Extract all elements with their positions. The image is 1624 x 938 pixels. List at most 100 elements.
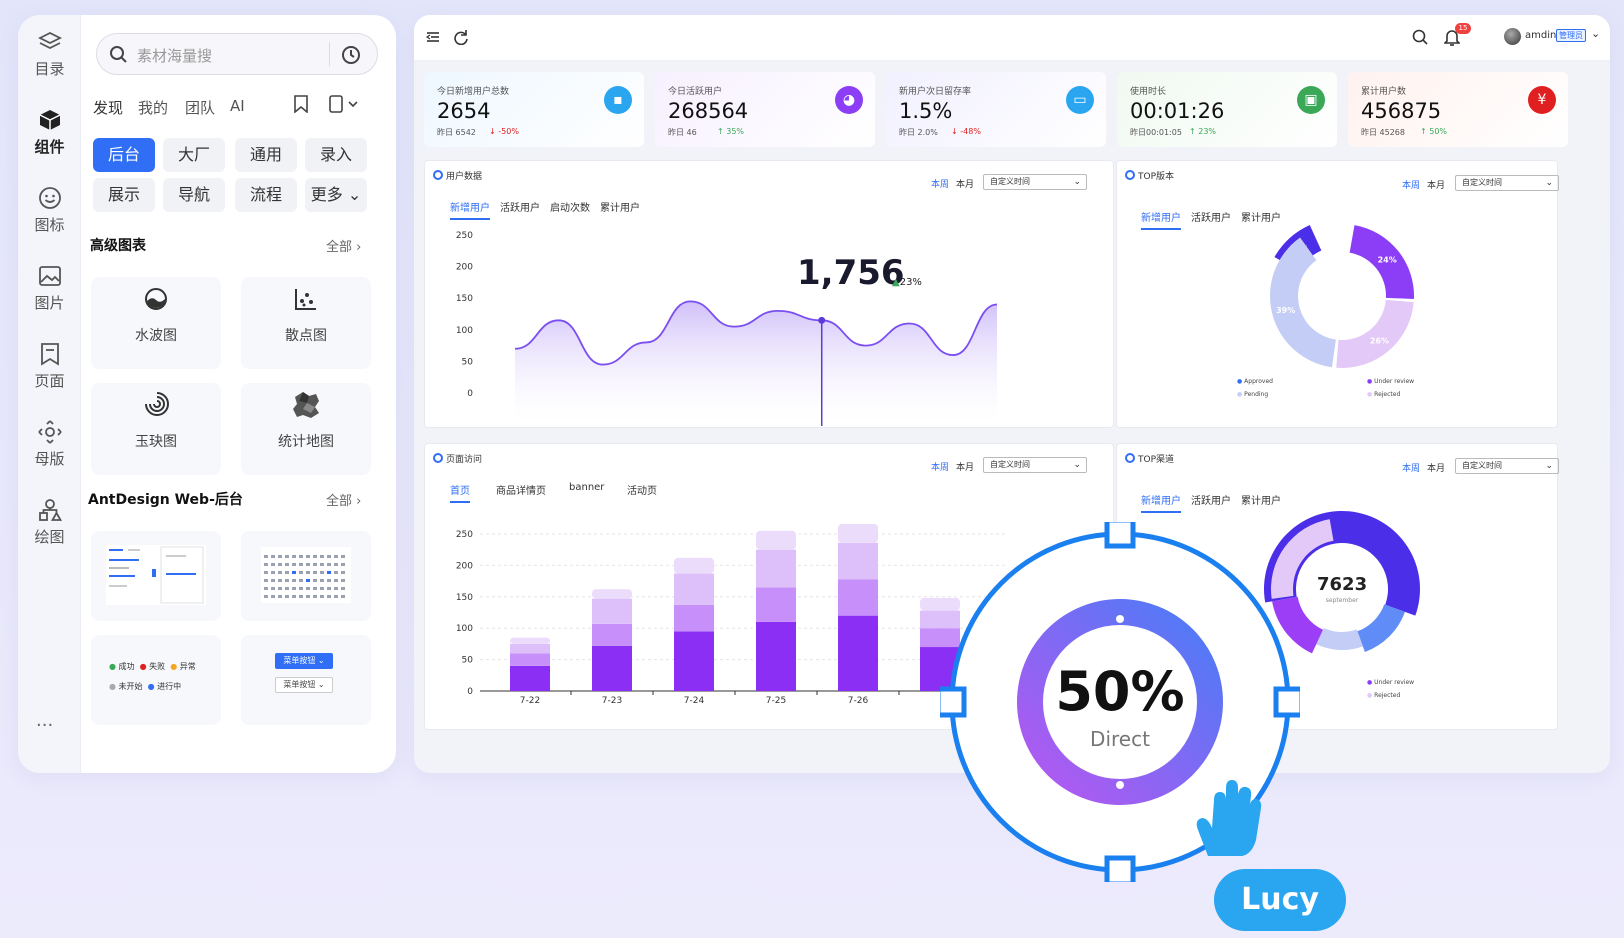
see-all-link[interactable]: 全部 › bbox=[326, 240, 362, 255]
tab-product-detail[interactable]: 商品详情页 bbox=[496, 486, 546, 497]
bar-segment[interactable] bbox=[838, 579, 878, 616]
bar-segment[interactable] bbox=[674, 631, 714, 691]
donut-slice[interactable] bbox=[1270, 237, 1336, 368]
rail-item[interactable]: 组件 bbox=[18, 107, 81, 157]
tab-total-users[interactable]: 累计用户 bbox=[600, 203, 640, 214]
bar-segment[interactable] bbox=[920, 628, 960, 648]
template-thumb-buttons[interactable]: 菜单按钮 ⌄ 菜单按钮 ⌄ bbox=[241, 635, 371, 725]
tab-total-users[interactable]: 累计用户 bbox=[1241, 213, 1281, 224]
category-chip[interactable]: 导航 bbox=[163, 178, 225, 212]
username[interactable]: amdin bbox=[1525, 30, 1557, 41]
tab-banner[interactable]: banner bbox=[569, 482, 605, 493]
range-month[interactable]: 本月 bbox=[956, 463, 975, 473]
range-week[interactable]: 本周 bbox=[1402, 464, 1421, 474]
donut-slice[interactable] bbox=[1336, 299, 1414, 368]
tab-new-users[interactable]: 新增用户 bbox=[450, 199, 490, 220]
bar-segment[interactable] bbox=[756, 549, 796, 588]
bar-segment[interactable] bbox=[674, 573, 714, 605]
tab-home[interactable]: 首页 bbox=[450, 482, 470, 503]
tab-active-users[interactable]: 活跃用户 bbox=[1191, 496, 1231, 507]
resize-handle-right[interactable] bbox=[1273, 686, 1300, 718]
template-thumb-calendar[interactable] bbox=[241, 531, 371, 621]
custom-time-select[interactable]: 自定义时间 ⌄ bbox=[983, 457, 1087, 473]
bar-segment[interactable] bbox=[920, 610, 960, 629]
resize-handle-top[interactable] bbox=[1104, 522, 1136, 549]
bar-segment[interactable] bbox=[838, 523, 878, 543]
resize-handle-left[interactable] bbox=[940, 686, 967, 718]
selected-donut-widget[interactable] bbox=[940, 522, 1300, 882]
bar-segment[interactable] bbox=[510, 643, 550, 654]
chart-card-radial[interactable]: 玉玦图 bbox=[91, 383, 221, 475]
panel-tab[interactable]: AI bbox=[230, 97, 245, 115]
donut-slice[interactable] bbox=[1272, 596, 1323, 654]
see-all-link[interactable]: 全部 › bbox=[326, 494, 362, 509]
range-month[interactable]: 本月 bbox=[956, 180, 975, 190]
bar-segment[interactable] bbox=[756, 621, 796, 691]
bar-segment[interactable] bbox=[510, 637, 550, 644]
tab-active-users[interactable]: 活跃用户 bbox=[500, 203, 540, 214]
donut-slice[interactable] bbox=[1316, 627, 1363, 650]
search-box[interactable]: 素材海量搜 bbox=[96, 33, 378, 75]
chart-card-liquid[interactable]: 水波图 bbox=[91, 277, 221, 369]
bar-segment[interactable] bbox=[674, 557, 714, 574]
rail-item[interactable]: 页面 bbox=[18, 341, 81, 391]
custom-time-select[interactable]: 自定义时间 ⌄ bbox=[983, 174, 1087, 190]
bar-segment[interactable] bbox=[756, 530, 796, 550]
resize-handle-bottom[interactable] bbox=[1104, 855, 1136, 882]
category-chip[interactable]: 更多 ⌄ bbox=[305, 178, 367, 212]
chart-card-scatter[interactable]: 散点图 bbox=[241, 277, 371, 369]
category-chip[interactable]: 录入 bbox=[305, 138, 367, 172]
panel-tab[interactable]: 我的 bbox=[138, 99, 169, 117]
user-dropdown-icon[interactable]: ⌄ bbox=[1591, 27, 1601, 40]
avatar[interactable] bbox=[1504, 28, 1521, 45]
bookmark-icon[interactable] bbox=[293, 95, 309, 113]
bar-segment[interactable] bbox=[920, 598, 960, 611]
bar-segment[interactable] bbox=[592, 645, 632, 691]
category-chip[interactable]: 通用 bbox=[235, 138, 297, 172]
bell-icon[interactable] bbox=[1444, 28, 1460, 46]
bar-segment[interactable] bbox=[510, 653, 550, 666]
search-icon[interactable] bbox=[1412, 29, 1428, 45]
rail-item[interactable]: 目录 bbox=[18, 29, 81, 79]
category-chip[interactable]: 展示 bbox=[93, 178, 155, 212]
bar-segment[interactable] bbox=[592, 598, 632, 624]
history-icon[interactable] bbox=[340, 44, 362, 66]
custom-time-select[interactable]: 自定义时间 ⌄ bbox=[1455, 458, 1559, 474]
tab-total-users[interactable]: 累计用户 bbox=[1241, 496, 1281, 507]
range-week[interactable]: 本周 bbox=[931, 180, 950, 190]
range-month[interactable]: 本月 bbox=[1427, 464, 1446, 474]
range-month[interactable]: 本月 bbox=[1427, 181, 1446, 191]
donut-slice[interactable] bbox=[1357, 604, 1405, 652]
panel-tab[interactable]: 发现 bbox=[93, 99, 124, 117]
device-dropdown-icon[interactable] bbox=[329, 95, 361, 113]
bar-segment[interactable] bbox=[756, 587, 796, 622]
template-thumb-form[interactable] bbox=[91, 531, 221, 621]
tab-new-users[interactable]: 新增用户 bbox=[1141, 209, 1181, 230]
custom-time-select[interactable]: 自定义时间 ⌄ bbox=[1455, 175, 1559, 191]
bar-segment[interactable] bbox=[838, 542, 878, 580]
category-chip[interactable]: 后台 bbox=[93, 138, 155, 172]
tab-activity[interactable]: 活动页 bbox=[627, 486, 657, 497]
more-icon[interactable]: ··· bbox=[36, 715, 54, 736]
donut-slice[interactable] bbox=[1271, 519, 1334, 599]
tab-active-users[interactable]: 活跃用户 bbox=[1191, 213, 1231, 224]
menu-fold-icon[interactable] bbox=[426, 30, 440, 44]
tab-launch-count[interactable]: 启动次数 bbox=[550, 203, 590, 214]
bar-segment[interactable] bbox=[674, 604, 714, 632]
rail-item[interactable]: 图片 bbox=[18, 263, 81, 313]
bar-segment[interactable] bbox=[592, 589, 632, 599]
rail-item[interactable]: 绘图 bbox=[18, 497, 81, 547]
donut-slice[interactable] bbox=[1349, 225, 1414, 300]
rail-item[interactable]: 母版 bbox=[18, 419, 81, 469]
bar-segment[interactable] bbox=[510, 665, 550, 691]
range-week[interactable]: 本周 bbox=[1402, 181, 1421, 191]
chart-card-map[interactable]: 统计地图 bbox=[241, 383, 371, 475]
category-chip[interactable]: 大厂 bbox=[163, 138, 225, 172]
category-chip[interactable]: 流程 bbox=[235, 178, 297, 212]
rail-item[interactable]: 图标 bbox=[18, 185, 81, 235]
tab-new-users[interactable]: 新增用户 bbox=[1141, 492, 1181, 513]
panel-tab[interactable]: 团队 bbox=[185, 99, 216, 117]
bar-segment[interactable] bbox=[592, 623, 632, 646]
refresh-icon[interactable] bbox=[453, 29, 469, 45]
range-week[interactable]: 本周 bbox=[931, 463, 950, 473]
